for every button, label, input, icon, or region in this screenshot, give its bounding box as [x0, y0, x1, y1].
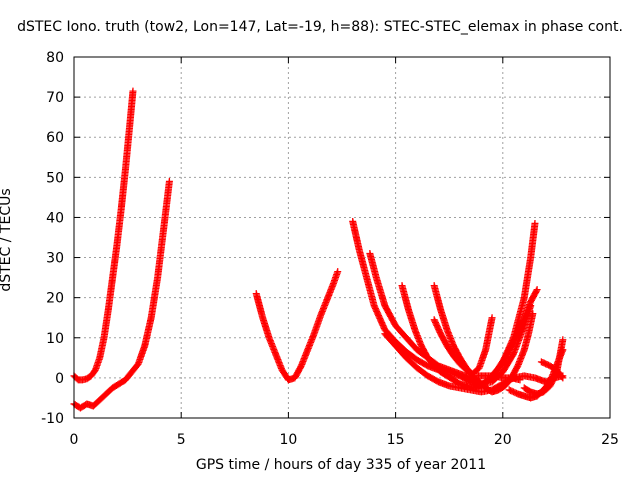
y-tick-label: 80: [46, 50, 64, 66]
x-tick-label: 20: [494, 432, 512, 448]
y-tick-label: 40: [46, 210, 64, 226]
data-point: [532, 287, 540, 295]
x-tick-label: 5: [177, 432, 186, 448]
series-arc13: [537, 358, 567, 382]
tick-labels: 0 5 10 15 20 25 -10 0 10 20 30 40 50 60 70 80: [41, 50, 619, 448]
plot-frame: [73, 56, 611, 419]
series-arc2: [70, 177, 173, 412]
series-arc1: [70, 87, 137, 384]
data-point: [488, 314, 496, 322]
data-point: [559, 374, 567, 382]
data-point: [516, 376, 524, 384]
y-tick-label: 50: [46, 170, 64, 186]
data-point: [558, 373, 566, 381]
data-point: [529, 310, 537, 318]
y-tick-label: -10: [41, 411, 64, 427]
y-tick-label: 10: [46, 331, 64, 347]
series-arc8: [430, 314, 496, 378]
chart-title: dSTEC Iono. truth (tow2, Lon=147, Lat=-1…: [17, 19, 623, 35]
x-tick-label: 10: [279, 432, 297, 448]
series-arc10: [473, 372, 524, 384]
data-point: [129, 87, 137, 95]
data-point: [334, 268, 342, 276]
x-tick-label: 25: [601, 432, 619, 448]
data-point: [533, 286, 541, 294]
series-arc3: [252, 268, 342, 384]
data-point: [165, 177, 173, 185]
series-arc12: [520, 336, 567, 398]
y-tick-label: 0: [55, 371, 64, 387]
y-tick-label: 20: [46, 291, 64, 307]
data-point: [531, 219, 539, 227]
y-tick-label: 60: [46, 130, 64, 146]
y-tick-label: 70: [46, 90, 64, 106]
x-axis-label: GPS time / hours of day 335 of year 2011: [195, 457, 487, 473]
data-points: [70, 87, 567, 412]
grid: [73, 56, 611, 419]
x-tick-label: 0: [70, 432, 79, 448]
series-arc5: [366, 250, 535, 388]
x-tick-label: 15: [387, 432, 405, 448]
data-point: [559, 336, 567, 344]
y-tick-label: 30: [46, 251, 64, 267]
